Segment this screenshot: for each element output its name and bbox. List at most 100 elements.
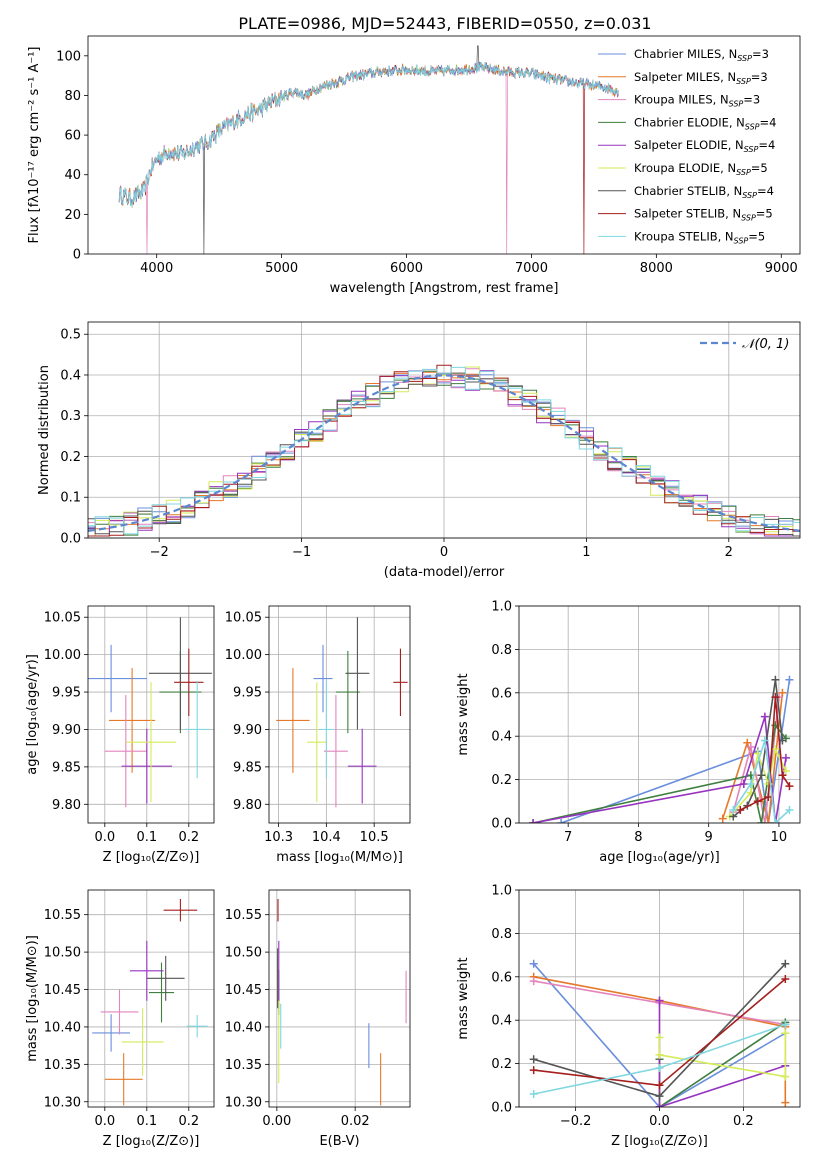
- y-tick-label: 10.35: [44, 1058, 81, 1073]
- x-tick-label: 0.2: [178, 1114, 199, 1129]
- x-axis-label: mass [log₁₀(M/M⊙)]: [276, 850, 403, 865]
- x-axis-label: wavelength [Angstrom, rest frame]: [330, 281, 559, 296]
- y-tick-label: 10.35: [225, 1058, 262, 1073]
- y-tick-label: 10.00: [44, 648, 81, 663]
- weight-point: [729, 805, 738, 814]
- residuals-panel: −2 −1 0 1 2 0.0 0.1 0.2 0.3 0.4 0.5 𝒩(0, 1) (data-mo…: [37, 321, 801, 580]
- y-axis-label: mass [log₁₀(M/M⊙)]: [25, 935, 40, 1062]
- axes-frame: [87, 889, 215, 1108]
- weight-point: [781, 974, 790, 983]
- x-tick-label: 0.2: [178, 830, 199, 845]
- y-tick-label: 9.90: [233, 723, 262, 738]
- weight-point: [529, 819, 538, 823]
- x-tick-label: 10: [771, 830, 788, 845]
- y-tick-label: 9.80: [233, 798, 262, 813]
- y-tick-label: 9.80: [52, 798, 81, 813]
- weight-series-3: [732, 697, 780, 823]
- x-tick-label: −2: [150, 545, 169, 560]
- y-tick-label: 10.05: [44, 611, 81, 626]
- weight-point: [746, 743, 755, 752]
- y-tick-label: 0.5: [60, 328, 81, 343]
- weight-point: [529, 977, 538, 986]
- weight-point: [655, 1063, 664, 1072]
- legend-entry: Chabrier STELIB, NSSP=4: [634, 184, 774, 200]
- y-tick-label: 0.1: [60, 491, 81, 506]
- weight-series-5: [658, 1000, 786, 1107]
- x-tick-label: 1: [582, 545, 590, 560]
- weight-point: [757, 819, 766, 823]
- x-tick-label: 0.02: [341, 1114, 370, 1129]
- y-axis-label: Normed distribution: [37, 365, 52, 495]
- weight-point: [781, 1020, 790, 1029]
- spectrum-panel: 4000 5000 6000 7000 8000 9000 0 20 40 60 80 100 Chab…: [27, 35, 801, 296]
- figure-title: PLATE=0986, MJD=52443, FIBERID=0550, z=0…: [238, 14, 651, 33]
- y-tick-label: 20: [64, 208, 81, 223]
- x-tick-label: 10.4: [312, 830, 341, 845]
- axes-frame: [268, 605, 411, 824]
- x-tick-label: 10.5: [360, 830, 389, 845]
- weight-point: [771, 693, 780, 702]
- x-tick-label: 0.2: [733, 1114, 754, 1129]
- weight-point: [781, 1072, 790, 1081]
- weight-point: [655, 996, 664, 1005]
- axes-frame: [87, 35, 801, 255]
- weight-point: [781, 766, 790, 775]
- legend-entry: Kroupa MILES, NSSP=3: [634, 93, 760, 109]
- x-tick-label: 10.3: [264, 830, 293, 845]
- y-tick-label: 0.4: [491, 730, 512, 745]
- age_weight-panel: 7 8 9 10 0.0 0.2 0.4 0.6 0.8 1.0 age [log₁₀(age/yr…: [456, 600, 801, 865]
- weight-point: [557, 819, 566, 823]
- y-tick-label: 0.2: [60, 450, 81, 465]
- weight-point: [760, 736, 769, 745]
- spectrum-line-2: [118, 62, 619, 208]
- weight-point: [529, 959, 538, 968]
- y-tick-label: 0.4: [491, 1014, 512, 1029]
- y-tick-label: 9.95: [52, 686, 81, 701]
- z_age-marks: [88, 617, 212, 808]
- y-axis-label: mass weight: [456, 673, 471, 755]
- x-tick-label: 0.1: [136, 1114, 157, 1129]
- y-tick-label: 40: [64, 168, 81, 183]
- legend-entry: Chabrier MILES, NSSP=3: [634, 47, 769, 63]
- x-tick-label: 4000: [140, 261, 173, 276]
- spectrum-line-4: [118, 62, 619, 207]
- y-tick-label: 9.85: [52, 760, 81, 775]
- weight-point: [655, 1092, 664, 1101]
- weight-point: [529, 1055, 538, 1064]
- x-tick-label: −0.2: [560, 1114, 592, 1129]
- weight-point: [785, 675, 794, 684]
- y-tick-label: 10.45: [44, 983, 81, 998]
- spectrum-line-3: [118, 62, 619, 254]
- weight-point: [529, 1066, 538, 1075]
- x-tick-label: 7: [564, 830, 572, 845]
- weight-point: [778, 771, 787, 780]
- axes-frame: [268, 889, 411, 1108]
- weight-point: [655, 1081, 664, 1090]
- ebv_mass-marks: [277, 898, 407, 1106]
- weight-point: [785, 805, 794, 814]
- y-axis-label: Flux [fλ10⁻¹⁷ erg cm⁻² s⁻¹ A⁻¹]: [27, 47, 42, 244]
- y-axis-label: mass weight: [456, 957, 471, 1039]
- y-tick-label: 0.8: [491, 927, 512, 942]
- y-tick-label: 10.55: [225, 908, 262, 923]
- weight-point: [781, 959, 790, 968]
- histogram-series-8: [88, 364, 800, 537]
- weight-point: [764, 819, 773, 823]
- y-axis-label: age [log₁₀(age/yr)]: [25, 654, 40, 775]
- z_weight-panel: −0.2 0.0 0.2 0.0 0.2 0.4 0.6 0.8 1.0 Z [log₁₀(Z/Z…: [456, 884, 801, 1149]
- x-axis-label: Z [log₁₀(Z/Z⊙)]: [103, 1134, 200, 1149]
- y-tick-label: 80: [64, 89, 81, 104]
- weight-point: [655, 1103, 664, 1107]
- y-tick-label: 0.4: [60, 368, 81, 383]
- y-tick-label: 10.40: [44, 1020, 81, 1035]
- x-tick-label: 0: [440, 545, 448, 560]
- y-tick-label: 1.0: [491, 884, 512, 899]
- weight-point: [736, 805, 745, 814]
- y-tick-label: 10.55: [44, 908, 81, 923]
- mass_age-marks: [276, 617, 408, 808]
- weight-series-1: [533, 963, 786, 1107]
- z_mass-panel: 0.0 0.1 0.2 10.30 10.35 10.40 10.45 10.50 10.55 Z…: [25, 889, 215, 1149]
- weight-series-4: [658, 1021, 786, 1107]
- spectrum-legend: Chabrier MILES, NSSP=3 Salpeter MILES, NS…: [598, 47, 776, 245]
